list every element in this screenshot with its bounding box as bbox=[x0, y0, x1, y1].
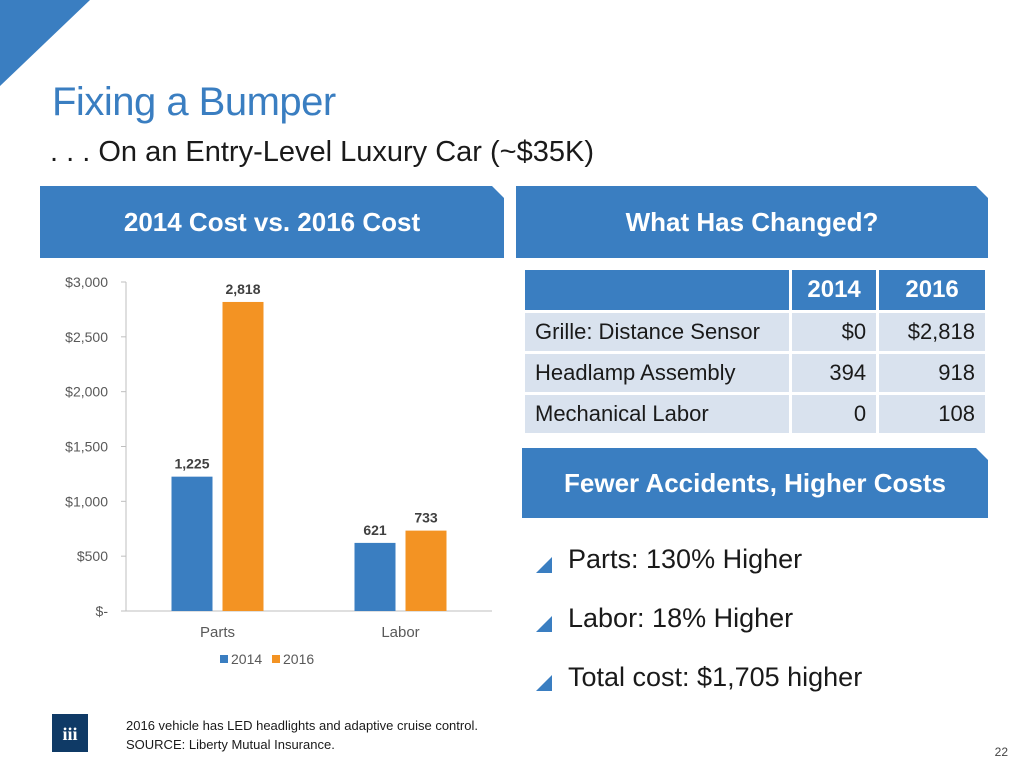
y-tick-label: $1,000 bbox=[65, 493, 108, 509]
changes-table: 2014 2016 Grille: Distance Sensor $0 $2,… bbox=[522, 267, 988, 436]
bar-2016-labor bbox=[405, 530, 447, 611]
table-cell-2014: 0 bbox=[792, 395, 877, 433]
table-cell-item: Grille: Distance Sensor bbox=[525, 313, 789, 351]
changes-banner-label: What Has Changed? bbox=[625, 206, 879, 237]
table-row: Grille: Distance Sensor $0 $2,818 bbox=[525, 313, 985, 351]
bullet-item: Parts: 130% Higher bbox=[536, 530, 996, 589]
y-tick-label: $- bbox=[96, 603, 109, 619]
y-tick-label: $2,000 bbox=[65, 384, 108, 400]
page-subtitle: . . . On an Entry-Level Luxury Car (~$35… bbox=[50, 136, 594, 168]
corner-decoration bbox=[0, 0, 90, 86]
legend-swatch bbox=[220, 655, 228, 663]
data-label: 1,225 bbox=[174, 456, 209, 472]
data-label: 621 bbox=[363, 522, 387, 538]
source-line: SOURCE: Liberty Mutual Insurance. bbox=[126, 737, 335, 752]
x-tick-label: Labor bbox=[381, 624, 419, 641]
iii-logo: iii bbox=[52, 714, 88, 752]
y-tick-label: $1,500 bbox=[65, 439, 108, 455]
data-label: 2,818 bbox=[225, 281, 260, 297]
legend-swatch bbox=[272, 655, 280, 663]
bar-2016-parts bbox=[222, 301, 264, 611]
chart-banner: 2014 Cost vs. 2016 Cost bbox=[40, 186, 504, 258]
legend-label: 2014 bbox=[231, 651, 262, 667]
triangle-bullet-icon bbox=[536, 556, 552, 573]
y-tick-label: $500 bbox=[77, 548, 108, 564]
chart-svg: $- $500 $1,000 $1,500 $2,000 $2,500 $3,000 1,22… bbox=[65, 274, 492, 667]
bullet-text: Parts: 130% Higher bbox=[568, 544, 803, 574]
legend-label: 2016 bbox=[283, 651, 314, 667]
table-row: Mechanical Labor 0 108 bbox=[525, 395, 985, 433]
table-header-2014: 2014 bbox=[792, 270, 877, 310]
chart-banner-label: 2014 Cost vs. 2016 Cost bbox=[123, 206, 421, 237]
data-label: 733 bbox=[414, 510, 438, 526]
y-tick-label: $2,500 bbox=[65, 329, 108, 345]
x-tick-label: Parts bbox=[200, 624, 235, 641]
footnote-line: 2016 vehicle has LED headlights and adap… bbox=[126, 718, 478, 733]
bullet-text: Labor: 18% Higher bbox=[568, 603, 794, 633]
bar-2014-parts bbox=[171, 476, 213, 611]
y-tick-label: $3,000 bbox=[65, 274, 108, 290]
table-cell-2016: $2,818 bbox=[879, 313, 985, 351]
bullet-item: Total cost: $1,705 higher bbox=[536, 648, 996, 707]
table-row: Headlamp Assembly 394 918 bbox=[525, 354, 985, 392]
table-cell-2014: 394 bbox=[792, 354, 877, 392]
table-cell-2016: 918 bbox=[879, 354, 985, 392]
page-title: Fixing a Bumper bbox=[52, 80, 336, 124]
table-cell-item: Mechanical Labor bbox=[525, 395, 789, 433]
table-cell-2014: $0 bbox=[792, 313, 877, 351]
cost-bullets: Parts: 130% Higher Labor: 18% Higher Tot… bbox=[536, 530, 996, 707]
changes-banner: What Has Changed? bbox=[516, 186, 988, 258]
logo-text: iii bbox=[62, 724, 77, 744]
table-cell-2016: 108 bbox=[879, 395, 985, 433]
cost-bar-chart: $- $500 $1,000 $1,500 $2,000 $2,500 $3,000 1,22… bbox=[40, 268, 504, 688]
page-number: 22 bbox=[994, 745, 1008, 759]
table-header-2016: 2016 bbox=[879, 270, 985, 310]
footnote: 2016 vehicle has LED headlights and adap… bbox=[126, 716, 478, 754]
table-header-item bbox=[525, 270, 789, 310]
bullet-text: Total cost: $1,705 higher bbox=[568, 662, 863, 692]
fewer-accidents-label: Fewer Accidents, Higher Costs bbox=[564, 467, 946, 498]
bar-2014-labor bbox=[354, 542, 396, 611]
table-cell-item: Headlamp Assembly bbox=[525, 354, 789, 392]
fewer-accidents-banner: Fewer Accidents, Higher Costs bbox=[522, 448, 988, 518]
bullet-item: Labor: 18% Higher bbox=[536, 589, 996, 648]
table-header-row: 2014 2016 bbox=[525, 270, 985, 310]
triangle-bullet-icon bbox=[536, 615, 552, 632]
triangle-bullet-icon bbox=[536, 674, 552, 691]
